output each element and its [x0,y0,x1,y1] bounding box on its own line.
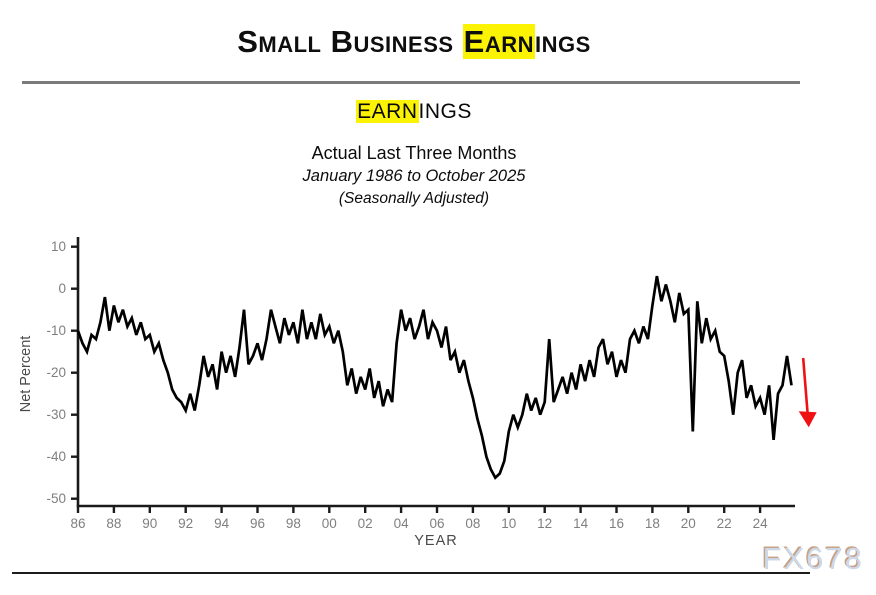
x-tick-label: 02 [358,516,373,531]
x-tick-label: 88 [106,516,121,531]
x-tick-label: 92 [178,516,193,531]
y-tick-label: 10 [51,239,66,254]
caption-actual-last-three-months: Actual Last Three Months [311,143,517,163]
x-tick-label: 12 [537,516,552,531]
x-tick-label: 22 [717,516,732,531]
title-text-post: ings [535,24,591,59]
subtitle-text-post: INGS [418,100,472,123]
caption-date-range: January 1986 to October 2025 [302,167,526,185]
x-tick-label: 96 [250,516,265,531]
x-tick-label: 06 [429,516,444,531]
y-axis-title: Net Percent [18,336,34,413]
watermark-fx678: FX678 [762,541,864,576]
x-tick-label: 00 [322,516,337,531]
y-tick-label: -20 [46,365,66,380]
x-tick-label: 14 [573,516,589,531]
footer-divider [12,572,810,574]
y-tick-label: -30 [46,407,66,422]
x-axis-title: YEAR [414,533,458,549]
trend-arrow-head-icon [798,411,817,428]
trend-arrow-shaft [801,357,809,415]
y-tick-label: -10 [46,323,66,338]
x-tick-label: 94 [214,516,230,531]
x-tick-label: 16 [609,516,624,531]
title-text-pre: Small Business [237,24,463,59]
title-highlight: Earn [462,24,535,59]
y-tick-label: -40 [46,449,66,464]
y-tick-label: -50 [46,491,66,506]
chart-subtitle: EARNINGS [0,100,828,124]
page-title: Small Business Earnings [0,24,828,60]
x-tick-label: 18 [645,516,660,531]
x-tick-label: 90 [142,516,157,531]
x-tick-label: 24 [753,516,769,531]
x-tick-label: 98 [286,516,301,531]
x-tick-label: 20 [681,516,696,531]
y-tick-label: 0 [58,281,66,296]
subtitle-highlight: EARN [356,100,419,123]
x-tick-label: 86 [70,516,85,531]
x-tick-label: 08 [465,516,480,531]
caption-seasonally-adjusted: (Seasonally Adjusted) [338,190,490,207]
x-tick-label: 04 [394,516,410,531]
x-tick-label: 10 [501,516,516,531]
header-divider [22,81,800,84]
earnings-series-line [76,275,793,480]
